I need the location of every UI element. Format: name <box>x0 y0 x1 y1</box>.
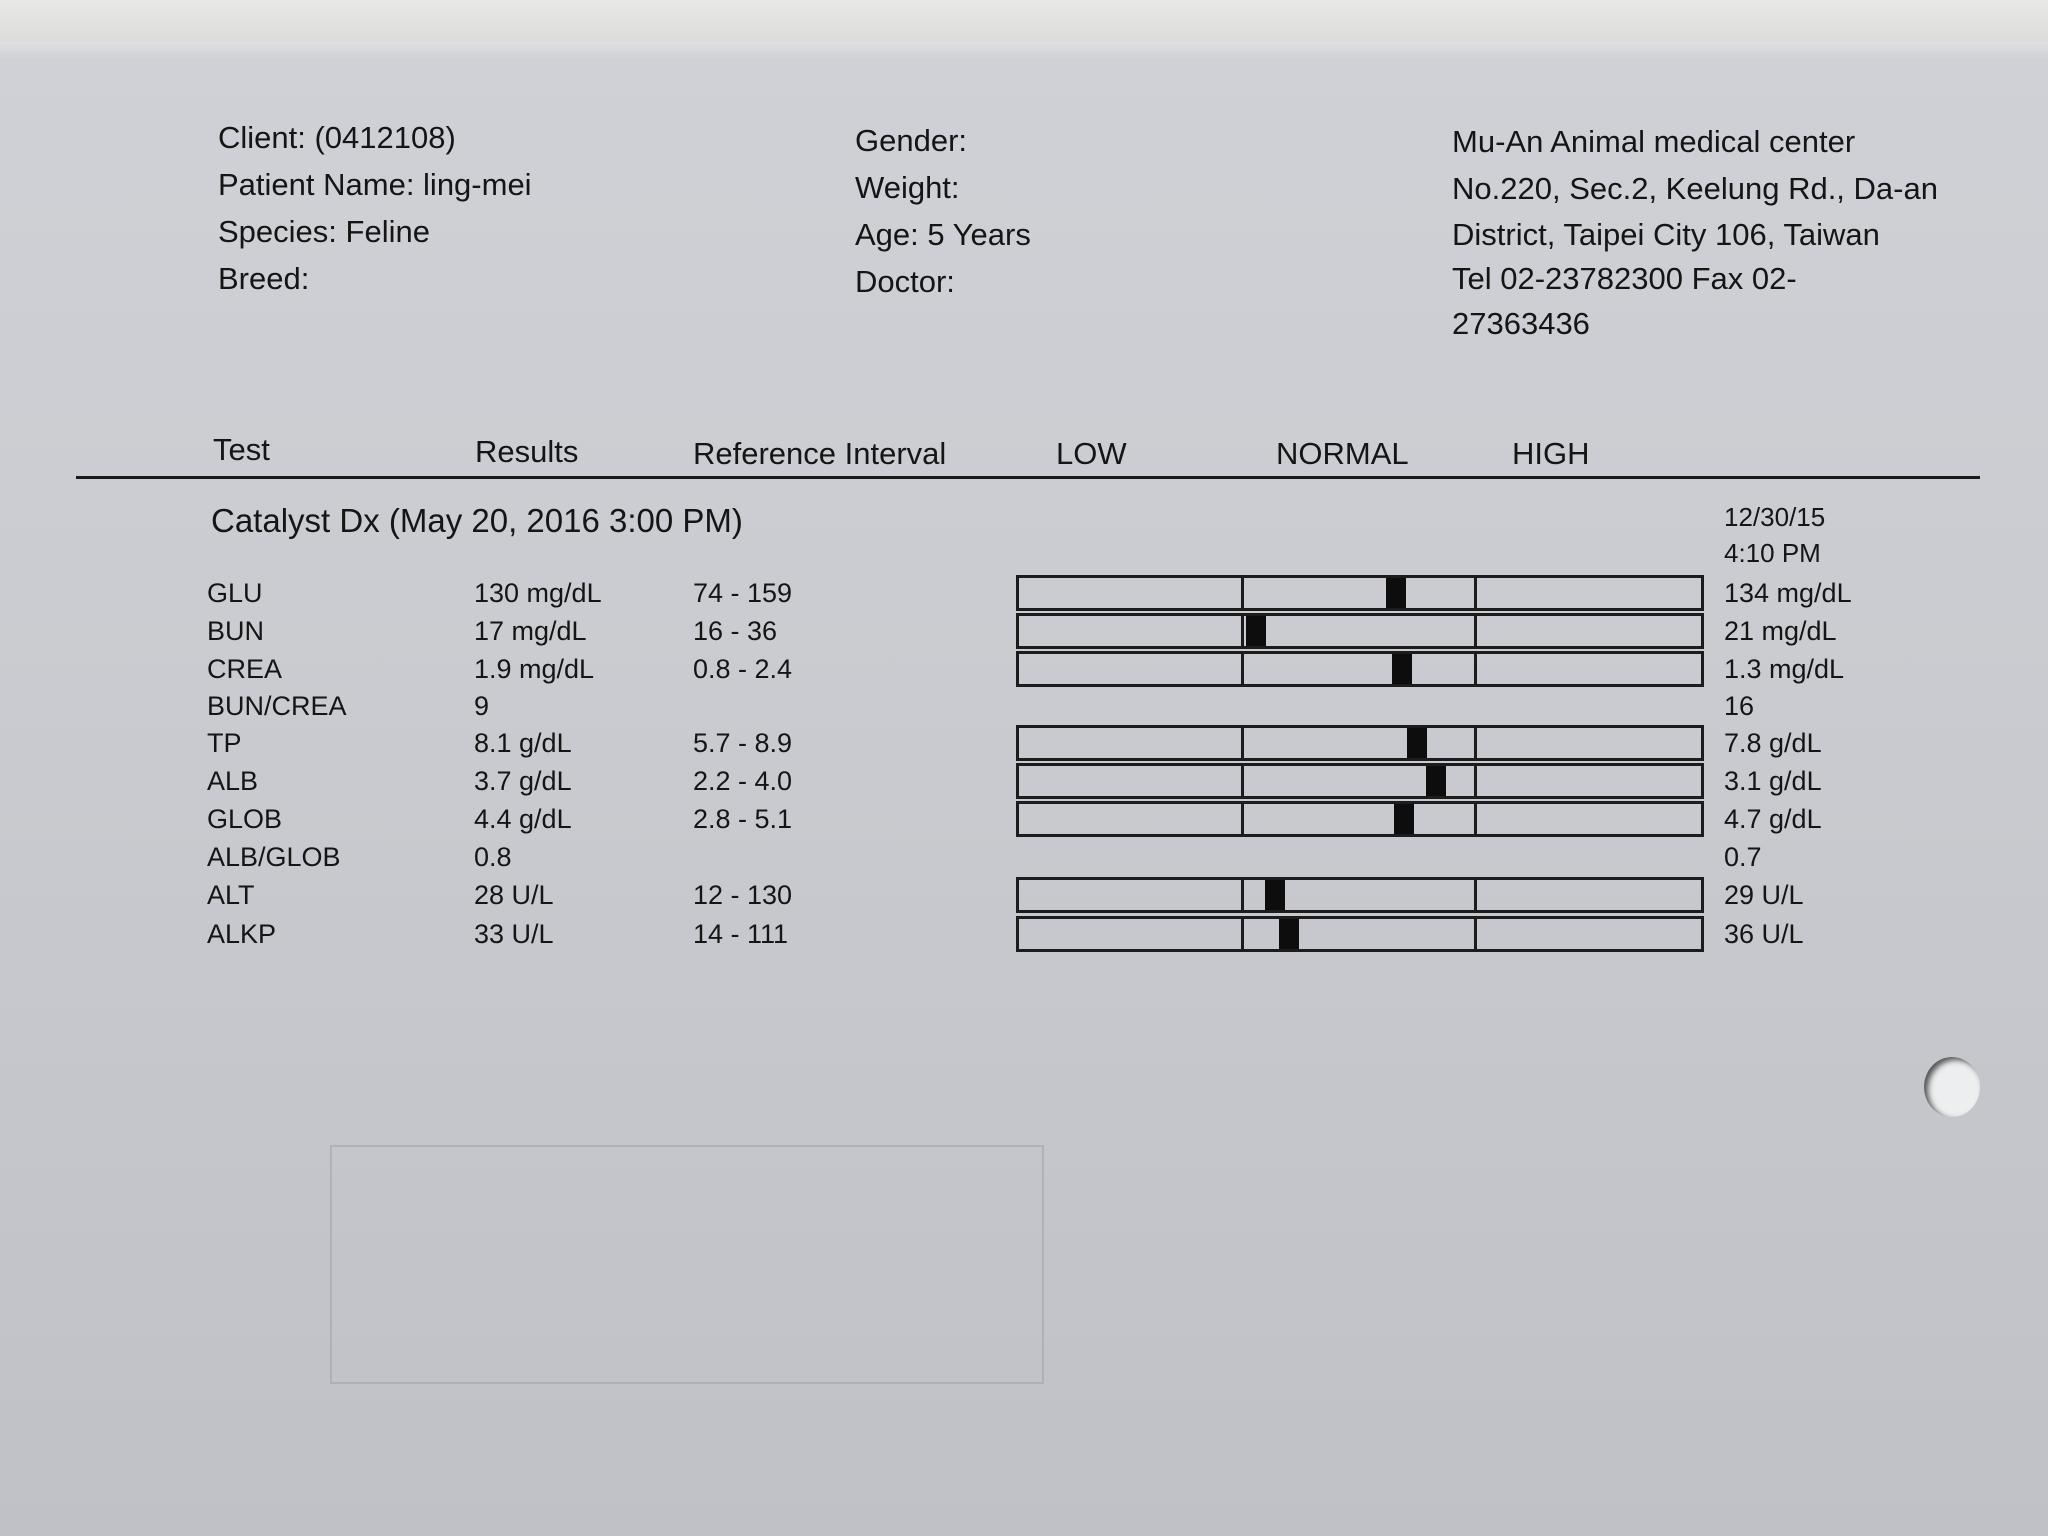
test-name: ALT <box>207 880 255 910</box>
range-bar <box>1016 651 1704 687</box>
header-results: Results <box>475 434 579 469</box>
reference-interval: 74 - 159 <box>693 578 793 608</box>
previous-result: 16 <box>1724 691 1755 721</box>
range-divider <box>1241 766 1244 796</box>
range-divider <box>1474 880 1477 910</box>
clinic-address-1: No.220, Sec.2, Keelung Rd., Da-an <box>1452 171 1938 206</box>
test-result: 8.1 g/dL <box>474 728 572 758</box>
reference-interval: 5.7 - 8.9 <box>693 728 793 758</box>
test-name: GLU <box>207 578 263 608</box>
weight: Weight: <box>855 170 960 205</box>
header-low: LOW <box>1056 436 1127 471</box>
test-name: ALB <box>207 766 259 796</box>
range-divider <box>1241 880 1244 910</box>
patient-name: Patient Name: ling-mei <box>218 167 532 202</box>
result-marker <box>1406 728 1427 758</box>
range-divider <box>1474 728 1477 758</box>
range-divider <box>1241 616 1244 646</box>
range-divider <box>1474 616 1477 646</box>
previous-time: 4:10 PM <box>1724 538 1821 568</box>
header-normal: NORMAL <box>1276 436 1409 471</box>
result-marker <box>1425 766 1446 796</box>
reference-interval: 2.2 - 4.0 <box>693 766 793 796</box>
range-divider <box>1241 804 1244 834</box>
previous-result: 4.7 g/dL <box>1724 804 1822 834</box>
test-result: 130 mg/dL <box>474 578 602 608</box>
previous-date: 12/30/15 <box>1724 502 1826 532</box>
doctor: Doctor: <box>855 264 955 299</box>
reference-interval: 2.8 - 5.1 <box>693 804 793 834</box>
gender: Gender: <box>855 123 968 158</box>
header-reference: Reference Interval <box>693 436 947 471</box>
clinic-address-2: District, Taipei City 106, Taiwan <box>1452 217 1880 252</box>
result-marker <box>1279 919 1300 949</box>
paper-edge <box>0 0 2048 42</box>
panel-title: Catalyst Dx (May 20, 2016 3:00 PM) <box>211 502 743 539</box>
previous-result: 1.3 mg/dL <box>1724 654 1845 684</box>
clinic-fax: 27363436 <box>1452 306 1590 341</box>
test-result: 0.8 <box>474 842 512 872</box>
species: Species: Feline <box>218 214 430 249</box>
range-bar <box>1016 916 1704 952</box>
range-divider <box>1474 766 1477 796</box>
test-result: 3.7 g/dL <box>474 766 572 796</box>
test-result: 28 U/L <box>474 880 554 910</box>
previous-result: 36 U/L <box>1724 919 1804 949</box>
previous-result: 29 U/L <box>1724 880 1804 910</box>
test-name: BUN <box>207 616 265 646</box>
test-name: ALB/GLOB <box>207 842 341 872</box>
reference-interval: 0.8 - 2.4 <box>693 654 793 684</box>
previous-result: 0.7 <box>1724 842 1762 872</box>
reference-interval: 14 - 111 <box>693 919 789 949</box>
result-marker <box>1385 578 1406 608</box>
result-marker <box>1265 880 1286 910</box>
previous-result: 21 mg/dL <box>1724 616 1837 646</box>
clinic-phone: Tel 02-23782300 Fax 02- <box>1452 261 1797 296</box>
result-marker <box>1245 616 1266 646</box>
test-name: CREA <box>207 654 283 684</box>
result-marker <box>1394 804 1414 834</box>
age: Age: 5 Years <box>855 217 1031 252</box>
test-result: 33 U/L <box>474 919 554 949</box>
header-test: Test <box>213 432 270 467</box>
reference-interval: 12 - 130 <box>693 880 793 910</box>
range-divider <box>1474 804 1477 834</box>
range-divider <box>1474 578 1477 608</box>
header-rule <box>76 476 1980 479</box>
range-divider <box>1241 654 1244 684</box>
previous-result: 7.8 g/dL <box>1724 728 1822 758</box>
range-bar <box>1016 801 1704 837</box>
previous-result: 134 mg/dL <box>1724 578 1852 608</box>
range-divider <box>1241 919 1244 949</box>
breed: Breed: <box>218 261 310 296</box>
range-bar <box>1016 877 1704 913</box>
test-result: 17 mg/dL <box>474 616 587 646</box>
test-result: 1.9 mg/dL <box>474 654 595 684</box>
clinic-name: Mu-An Animal medical center <box>1452 124 1856 159</box>
bleed-through-grid <box>330 1145 1044 1384</box>
range-bar <box>1016 763 1704 799</box>
result-marker <box>1392 654 1413 684</box>
range-divider <box>1474 919 1477 949</box>
range-bar <box>1016 575 1704 611</box>
client-label: Client: (0412108) <box>218 120 456 155</box>
test-name: GLOB <box>207 804 283 834</box>
reference-interval: 16 - 36 <box>693 616 778 646</box>
range-divider <box>1241 578 1244 608</box>
test-name: BUN/CREA <box>207 691 347 721</box>
test-name: ALKP <box>207 919 277 949</box>
range-bar <box>1016 725 1704 761</box>
punch-hole <box>1924 1057 1980 1117</box>
test-name: TP <box>207 728 242 758</box>
range-bar <box>1016 613 1704 649</box>
test-result: 4.4 g/dL <box>474 804 572 834</box>
range-divider <box>1474 654 1477 684</box>
header-high: HIGH <box>1512 436 1590 471</box>
range-divider <box>1241 728 1244 758</box>
previous-result: 3.1 g/dL <box>1724 766 1822 796</box>
test-result: 9 <box>474 691 490 721</box>
